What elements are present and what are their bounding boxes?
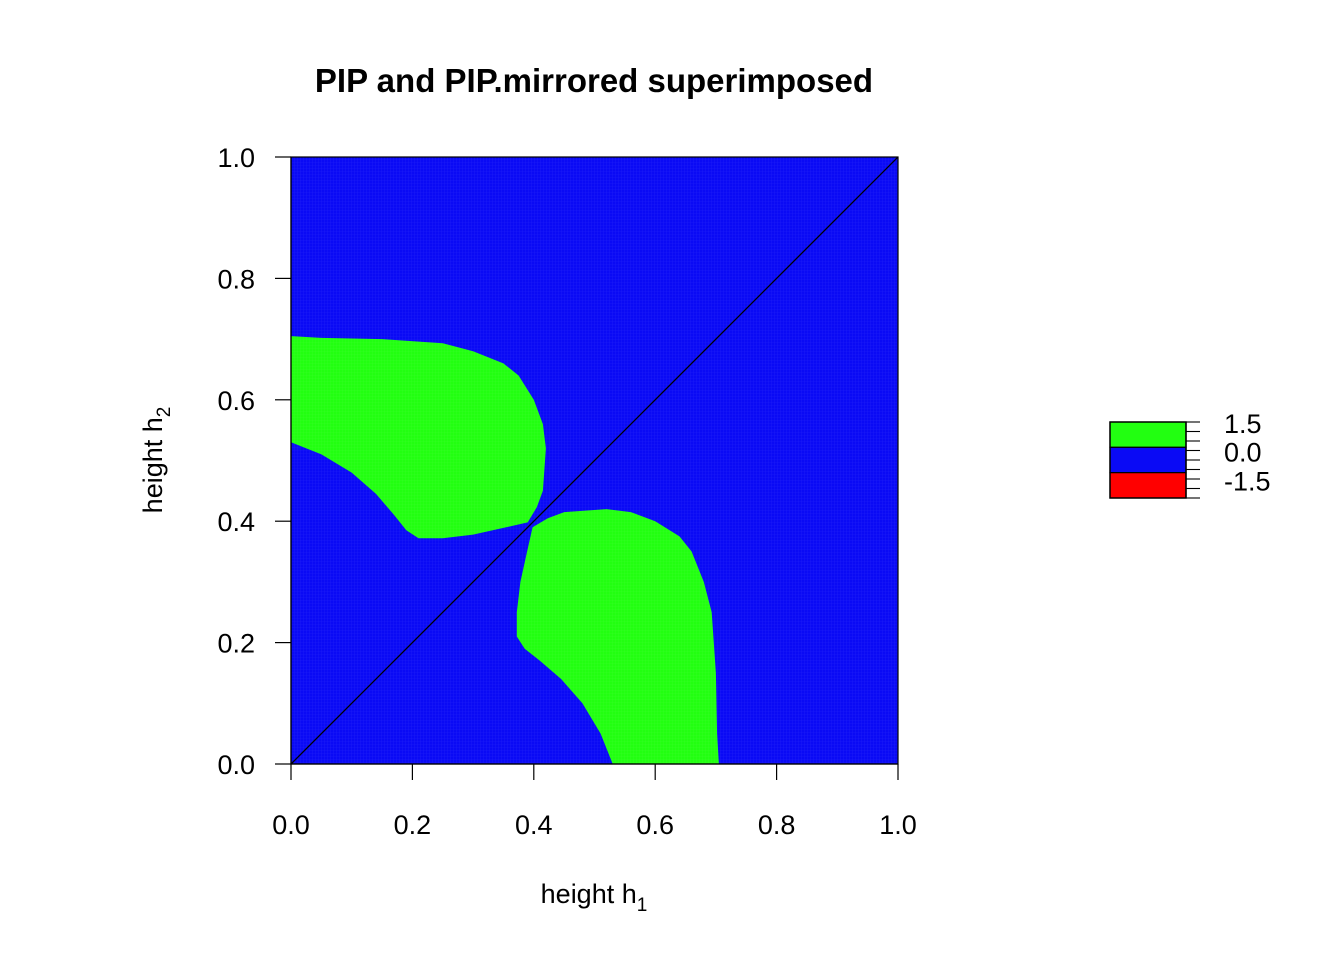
y-tick-label: 0.6 xyxy=(217,386,255,416)
legend: 1.50.0-1.5 xyxy=(1109,409,1271,499)
x-tick-label: 0.6 xyxy=(636,810,674,840)
x-tick-label: 0.4 xyxy=(515,810,553,840)
legend-label: -1.5 xyxy=(1224,467,1271,497)
legend-swatch xyxy=(1109,472,1187,499)
y-tick-label: 0.8 xyxy=(217,264,255,294)
chart-title: PIP and PIP.mirrored superimposed xyxy=(315,62,873,99)
legend-label: 0.0 xyxy=(1224,437,1262,467)
x-axis: 0.0 0.2 0.4 0.6 0.8 1.0 xyxy=(272,763,917,840)
y-axis: 0.0 0.2 0.4 0.6 0.8 1.0 xyxy=(217,143,292,780)
y-tick-label: 0.0 xyxy=(217,750,255,780)
y-tick-label: 1.0 xyxy=(217,143,255,173)
x-axis-label: height h1 xyxy=(541,879,648,916)
y-axis-label: height h2 xyxy=(138,407,175,514)
legend-label: 1.5 xyxy=(1224,409,1262,439)
y-tick-label: 0.4 xyxy=(217,507,255,537)
plot-area xyxy=(291,157,898,764)
diagonal-line xyxy=(291,157,898,764)
x-tick-label: 0.0 xyxy=(272,810,310,840)
x-tick-label: 0.2 xyxy=(394,810,432,840)
legend-swatch xyxy=(1109,446,1187,474)
x-tick-label: 0.8 xyxy=(758,810,796,840)
x-tick-label: 1.0 xyxy=(879,810,917,840)
legend-swatch xyxy=(1109,421,1187,448)
y-tick-label: 0.2 xyxy=(217,629,255,659)
